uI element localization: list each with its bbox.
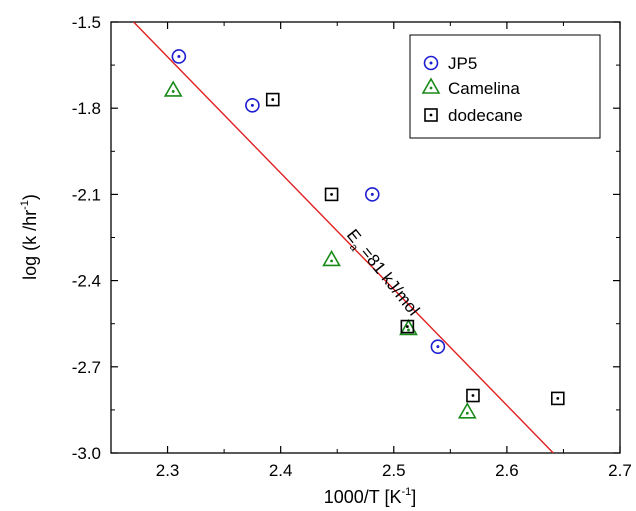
legend-marker-dodecane bbox=[424, 108, 438, 122]
y-tick-label: -2.7 bbox=[72, 358, 101, 377]
fit-line-group bbox=[133, 21, 554, 454]
legend-item-camelina: Camelina bbox=[421, 77, 520, 98]
x-axis-title-close: ] bbox=[411, 487, 416, 507]
legend-item-jp5: JP5 bbox=[423, 54, 477, 73]
data-point-dodecane bbox=[466, 388, 480, 403]
data-point-jp5 bbox=[430, 339, 446, 354]
data-point-dodecane bbox=[324, 187, 339, 202]
data-point-camelina bbox=[399, 318, 418, 336]
y-tick-label: -3.0 bbox=[72, 444, 101, 463]
y-tick-label: -1.5 bbox=[72, 13, 101, 32]
data-points bbox=[163, 49, 565, 419]
legend-item-dodecane: dodecane bbox=[424, 106, 523, 125]
x-axis-title-superscript: -1 bbox=[401, 486, 411, 498]
legend-marker-camelina bbox=[421, 77, 441, 94]
y-axis-title: log (k /hr-1) bbox=[19, 194, 40, 280]
legend: JP5 Camelina dodecane bbox=[409, 34, 601, 139]
data-point-camelina bbox=[163, 80, 183, 97]
data-point-jp5 bbox=[245, 98, 260, 113]
x-tick-label: 2.6 bbox=[495, 461, 519, 480]
data-point-dodecane bbox=[550, 391, 565, 406]
axis-ticks: 2.3 2.4 2.5 2.6 2.7 -3.0 -2.7 -2.4 -2.1 -1.8 -1.5 bbox=[72, 13, 632, 480]
legend-label-camelina: Camelina bbox=[448, 79, 520, 98]
legend-marker-jp5 bbox=[423, 55, 439, 71]
data-point-jp5 bbox=[171, 49, 187, 64]
data-point-dodecane bbox=[265, 92, 280, 107]
data-point-jp5 bbox=[364, 187, 380, 202]
x-tick-label: 2.4 bbox=[269, 461, 293, 480]
data-point-camelina bbox=[457, 402, 477, 419]
x-axis-title-text: 1000/T [K bbox=[324, 487, 402, 507]
legend-box bbox=[409, 34, 601, 139]
data-point-dodecane bbox=[400, 319, 415, 334]
y-axis-title-superscript: -1 bbox=[19, 200, 31, 210]
activation-energy-annotation: Ea =81 kJ/mol bbox=[340, 226, 424, 322]
x-tick-label: 2.7 bbox=[608, 461, 632, 480]
x-axis-title: 1000/T [K-1] bbox=[324, 486, 417, 507]
x-tick-label: 2.3 bbox=[156, 461, 180, 480]
x-tick-label: 2.5 bbox=[382, 461, 406, 480]
y-tick-label: -1.8 bbox=[72, 99, 101, 118]
legend-label-jp5: JP5 bbox=[448, 54, 477, 73]
data-point-camelina bbox=[322, 249, 341, 267]
y-tick-label: -2.1 bbox=[72, 185, 101, 204]
y-axis-title-text: log (k /hr bbox=[20, 210, 40, 280]
annotation-suffix: =81 kJ/mol bbox=[354, 239, 423, 319]
y-tick-label: -2.4 bbox=[72, 272, 101, 291]
legend-label-dodecane: dodecane bbox=[448, 106, 523, 125]
fit-line bbox=[133, 21, 554, 454]
y-axis-title-close: ) bbox=[20, 194, 40, 200]
